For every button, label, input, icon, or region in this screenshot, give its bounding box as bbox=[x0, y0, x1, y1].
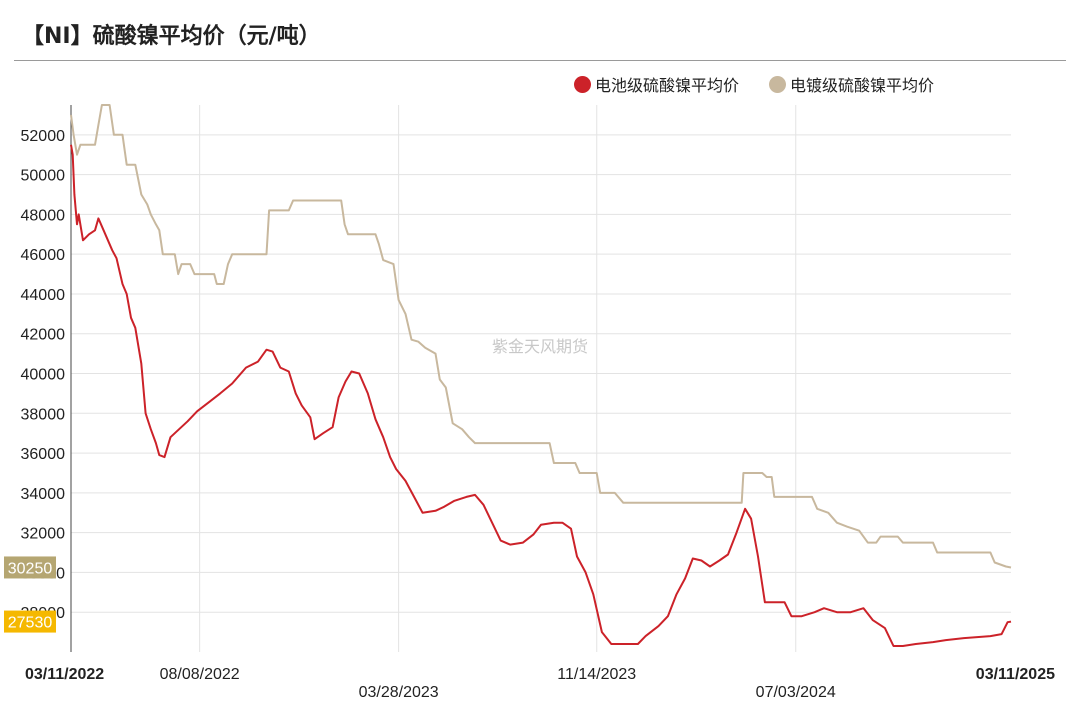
y-tick-label: 44000 bbox=[21, 287, 66, 304]
y-tick-label: 48000 bbox=[21, 207, 66, 224]
y-tick-label: 38000 bbox=[21, 406, 66, 423]
chart-title: 【NI】硫酸镍平均价（元/吨） bbox=[22, 24, 321, 49]
x-tick-label: 08/08/2022 bbox=[160, 666, 240, 683]
last-value-label-plating: 30250 bbox=[8, 560, 53, 577]
watermark: 紫金天风期货 bbox=[492, 337, 588, 356]
legend-marker-battery bbox=[574, 75, 591, 93]
last-value-flags: 27530 30250 bbox=[4, 556, 56, 633]
x-tick-label: 03/11/2025 bbox=[976, 666, 1055, 683]
y-axis-ticks: 2800030000320003400036000380004000042000… bbox=[21, 128, 66, 622]
title-divider bbox=[14, 60, 1066, 61]
last-value-flag-plating bbox=[4, 556, 56, 579]
legend: 电池级硫酸镍平均价 电镀级硫酸镍平均价 bbox=[574, 72, 934, 96]
x-tick-label: 03/28/2023 bbox=[359, 684, 439, 701]
legend-marker-plating bbox=[769, 75, 787, 93]
y-tick-label: 52000 bbox=[21, 128, 66, 145]
x-tick-label: 11/14/2023 bbox=[557, 666, 636, 683]
legend-label-plating: 电镀级硫酸镍平均价 bbox=[790, 76, 935, 95]
y-tick-label: 32000 bbox=[21, 526, 66, 543]
legend-label-battery: 电池级硫酸镍平均价 bbox=[595, 76, 740, 95]
series-lines bbox=[70, 104, 1012, 647]
x-tick-label: 07/03/2024 bbox=[756, 684, 836, 701]
y-tick-label: 42000 bbox=[21, 327, 66, 344]
y-tick-label: 34000 bbox=[21, 486, 66, 503]
legend-item-plating[interactable]: 电镀级硫酸镍平均价 bbox=[769, 72, 934, 96]
x-tick-label: 03/11/2022 bbox=[25, 666, 104, 683]
y-tick-label: 50000 bbox=[21, 168, 66, 185]
y-tick-label: 46000 bbox=[21, 247, 66, 264]
series-line-plating bbox=[70, 104, 1012, 569]
last-value-flag-battery bbox=[4, 610, 56, 633]
legend-item-battery[interactable]: 电池级硫酸镍平均价 bbox=[574, 72, 739, 96]
grid bbox=[70, 105, 1011, 652]
y-tick-label: 36000 bbox=[21, 446, 66, 463]
y-tick-label: 40000 bbox=[21, 367, 66, 384]
last-value-label-battery: 27530 bbox=[8, 615, 53, 632]
x-axis-ticks: 03/11/2022 08/08/2022 03/28/2023 11/14/2023… bbox=[25, 666, 1055, 701]
series-line-battery bbox=[70, 144, 1012, 647]
